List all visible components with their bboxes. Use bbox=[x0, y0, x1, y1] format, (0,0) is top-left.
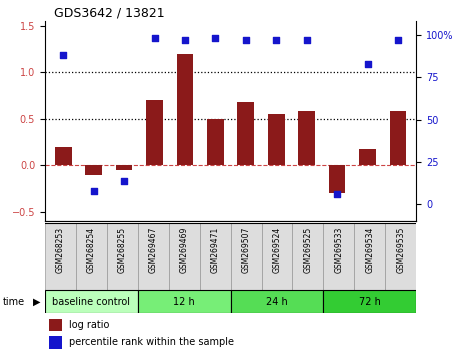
Point bbox=[242, 37, 250, 43]
Text: GSM268253: GSM268253 bbox=[56, 227, 65, 273]
Text: GSM268255: GSM268255 bbox=[118, 227, 127, 273]
Text: GSM268254: GSM268254 bbox=[87, 227, 96, 273]
Point bbox=[60, 52, 67, 58]
Bar bbox=[292, 223, 324, 290]
Bar bbox=[298, 112, 315, 165]
Text: GSM269524: GSM269524 bbox=[272, 227, 281, 273]
Bar bbox=[359, 149, 376, 165]
Point bbox=[151, 35, 158, 41]
Point bbox=[364, 61, 371, 67]
Text: GSM269535: GSM269535 bbox=[396, 227, 405, 273]
Text: GSM269471: GSM269471 bbox=[210, 227, 219, 273]
Point bbox=[90, 188, 97, 194]
Point bbox=[333, 191, 341, 197]
Bar bbox=[138, 290, 231, 313]
Text: 24 h: 24 h bbox=[266, 297, 288, 307]
Bar bbox=[55, 147, 71, 165]
Text: ▶: ▶ bbox=[33, 297, 41, 307]
Bar bbox=[85, 165, 102, 175]
Point bbox=[181, 37, 189, 43]
Point bbox=[394, 37, 402, 43]
Bar bbox=[268, 114, 285, 165]
Text: GSM269534: GSM269534 bbox=[365, 227, 374, 273]
Bar bbox=[45, 290, 138, 313]
Bar bbox=[324, 223, 354, 290]
Point bbox=[272, 37, 280, 43]
Text: log ratio: log ratio bbox=[69, 320, 109, 330]
Point bbox=[120, 178, 128, 183]
Text: 12 h: 12 h bbox=[173, 297, 195, 307]
Bar bbox=[49, 336, 61, 349]
Bar bbox=[329, 165, 345, 193]
Bar bbox=[169, 223, 200, 290]
Bar bbox=[146, 100, 163, 165]
Bar bbox=[354, 223, 385, 290]
Text: percentile rank within the sample: percentile rank within the sample bbox=[69, 337, 234, 347]
Bar bbox=[262, 223, 292, 290]
Text: GSM269507: GSM269507 bbox=[242, 227, 251, 273]
Bar bbox=[324, 290, 416, 313]
Bar bbox=[237, 102, 254, 165]
Bar bbox=[76, 223, 107, 290]
Text: GSM269525: GSM269525 bbox=[304, 227, 313, 273]
Text: GSM269533: GSM269533 bbox=[334, 227, 343, 273]
Bar bbox=[116, 165, 132, 170]
Text: GSM269469: GSM269469 bbox=[180, 227, 189, 273]
Bar bbox=[138, 223, 169, 290]
Bar bbox=[207, 119, 224, 165]
Bar bbox=[176, 54, 193, 165]
Bar bbox=[385, 223, 416, 290]
Bar bbox=[390, 112, 406, 165]
Text: baseline control: baseline control bbox=[53, 297, 131, 307]
Point bbox=[303, 37, 310, 43]
Bar bbox=[200, 223, 230, 290]
Text: GSM269467: GSM269467 bbox=[149, 227, 158, 273]
Bar bbox=[45, 223, 76, 290]
Bar bbox=[231, 223, 262, 290]
Point bbox=[211, 35, 219, 41]
Text: time: time bbox=[2, 297, 25, 307]
Bar bbox=[231, 290, 324, 313]
Text: 72 h: 72 h bbox=[359, 297, 381, 307]
Bar bbox=[49, 319, 61, 331]
Text: GDS3642 / 13821: GDS3642 / 13821 bbox=[54, 6, 165, 19]
Bar bbox=[107, 223, 138, 290]
